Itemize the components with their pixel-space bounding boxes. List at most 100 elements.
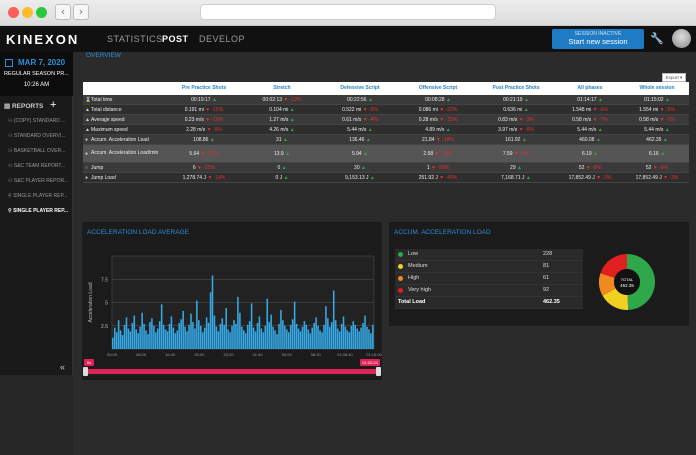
column-header[interactable]: Defensive Script <box>340 85 380 91</box>
chart-bar <box>241 326 243 349</box>
add-report-icon[interactable]: + <box>50 99 57 111</box>
column-header[interactable]: Whole session <box>639 85 675 91</box>
table-cell: 161.92 ▲ <box>477 135 555 144</box>
sidebar-item-report-7[interactable]: ⚲ SINGLE PLAYER REP... <box>8 208 68 214</box>
table-cell: 2.28 m/s ▼ -9% <box>165 125 243 134</box>
metric-icon: ⌛ <box>85 97 92 103</box>
sidebar-item-label: BASKETBALL OVER... <box>13 148 66 154</box>
forward-icon[interactable]: › <box>73 4 89 20</box>
chart-bar <box>229 332 231 349</box>
column-header[interactable]: Post Practice Shots <box>492 85 540 91</box>
table-cell: 136.46 ▲ <box>321 135 399 144</box>
range-end-label: 01:02:24 <box>362 360 378 365</box>
trend-down-icon: ▼ <box>584 165 593 171</box>
cell-delta: -14% <box>213 175 226 181</box>
chart-bar <box>213 315 216 349</box>
sidebar-item-report-5[interactable]: ⚇ S&C PLAYER REPOR... <box>8 178 68 184</box>
table-cell: 13.9 ▲ <box>243 145 321 162</box>
cell-value: 01:14:17 <box>577 97 597 103</box>
sidebar-item-label: S&C PLAYER REPOR... <box>13 178 69 184</box>
trend-down-icon: ▼ <box>433 151 441 157</box>
cell-delta: -22% <box>445 107 458 113</box>
column-header[interactable]: Pre Practice Shots <box>181 85 227 91</box>
table-cell: 1,278.74 J ▼ -14% <box>165 173 243 182</box>
chart-bar <box>372 324 374 349</box>
table-row: ○ Jump 6 ▼ -25% 0 ▲ 30 ▲ 1 ▼ -50% 29 ▲ 52 ▼ … <box>83 163 689 173</box>
donut-center-value: 462.35 <box>620 283 634 288</box>
session-info[interactable]: MAR 7, 2020 REGULAR SEASON PR... 10:26 A… <box>0 52 73 96</box>
cell-value: 00:08:28 <box>425 97 445 103</box>
cell-value: 1,278.74 J <box>182 175 206 181</box>
range-handle-left[interactable] <box>83 367 88 376</box>
nav-develop[interactable]: DEVELOP <box>199 34 246 44</box>
zone-name: Low <box>408 251 419 257</box>
trend-up-icon: ▲ <box>366 127 373 133</box>
cell-delta: -15% <box>445 117 458 123</box>
chart-bar <box>235 323 237 349</box>
chart-bar <box>139 326 141 349</box>
table-cell: 5.94 ▲ <box>321 145 399 162</box>
cell-value: 9,153.13 J <box>345 175 369 181</box>
total-load-row: Total Load 462.35 <box>395 297 583 309</box>
sidebar-item-report-1[interactable]: ⚇ (COPY) STANDARD ... <box>8 118 65 124</box>
x-tick-label: 01:06:40 <box>337 352 353 357</box>
cell-value: 462.35 <box>646 137 662 143</box>
address-bar[interactable] <box>200 4 496 20</box>
back-icon[interactable]: ‹ <box>55 4 71 20</box>
sidebar-item-report-6[interactable]: ⚲ SINGLE PLAYER REP... <box>8 193 67 199</box>
chart-bar <box>121 335 124 349</box>
range-handle-right[interactable] <box>376 367 381 376</box>
avatar[interactable] <box>672 29 691 48</box>
nav-post[interactable]: POST <box>162 34 189 44</box>
acceleration-chart-title: ACCELERATION LOAD AVERAGE <box>87 229 189 236</box>
table-cell: 0.636 mi ▲ <box>477 105 555 114</box>
export-button[interactable]: Export ▾ <box>662 73 686 82</box>
sidebar-item-report-3[interactable]: ⚇ BASKETBALL OVER... <box>8 148 65 154</box>
cell-value: 136.46 <box>349 137 365 143</box>
chart-bar <box>223 324 226 349</box>
cell-value: 0.191 mi <box>184 107 204 113</box>
column-header[interactable]: All phases <box>577 85 603 91</box>
close-window-icon[interactable] <box>8 7 19 18</box>
chart-bar <box>153 325 155 349</box>
maximize-window-icon[interactable] <box>36 7 47 18</box>
cell-delta: -25% <box>203 165 216 171</box>
chart-bar <box>338 331 341 349</box>
chart-bar <box>264 325 267 349</box>
chart-bar <box>151 318 153 349</box>
kinexon-logo: KINEXON <box>6 32 80 47</box>
chart-bar <box>207 322 210 349</box>
row-label: ⌛Total time <box>83 95 165 104</box>
range-start-badge <box>84 359 94 366</box>
start-session-button[interactable]: SESSION INACTIVE Start new session <box>552 29 644 49</box>
table-cell: 0.61 m/s ▼ -4% <box>321 115 399 124</box>
metric-icon: ▲ <box>85 107 90 113</box>
cell-value: 0.83 m/s <box>498 117 518 123</box>
chart-bar <box>319 330 321 349</box>
table-cell: 00:08:28 ▲ <box>399 95 477 104</box>
sidebar-item-report-4[interactable]: ⚇ S&C TEAM REPORT... <box>8 163 65 169</box>
column-header[interactable]: Stretch <box>273 85 291 91</box>
time-range-slider[interactable] <box>85 369 379 374</box>
trend-down-icon: ▼ <box>195 165 204 171</box>
trend-up-icon: ▲ <box>444 97 451 103</box>
cell-value: 7.59 <box>502 151 513 157</box>
column-header[interactable]: Offensive Script <box>418 85 458 91</box>
chart-bar <box>307 329 310 349</box>
minimize-window-icon[interactable] <box>22 7 33 18</box>
cell-value: 3.97 m/s <box>498 127 518 133</box>
browser-chrome: ‹ › <box>0 0 696 26</box>
wrench-icon[interactable]: 🔧 <box>650 33 664 45</box>
zone-color-icon <box>398 264 403 269</box>
sidebar-item-report-2[interactable]: ⚇ STANDARD OVERVI... <box>8 133 65 139</box>
collapse-sidebar-icon[interactable]: « <box>60 362 66 372</box>
zone-value: 81 <box>543 263 550 269</box>
chart-bar <box>284 325 286 349</box>
range-end-badge <box>360 359 380 366</box>
accum-load-title: ACCUM. ACCELERATION LOAD <box>394 229 491 236</box>
row-label-text: Total time <box>91 97 113 103</box>
trend-down-icon: ▼ <box>594 175 603 181</box>
sidebar-item-label: SINGLE PLAYER REP... <box>13 193 68 199</box>
nav-statistics[interactable]: STATISTICS <box>107 34 163 44</box>
